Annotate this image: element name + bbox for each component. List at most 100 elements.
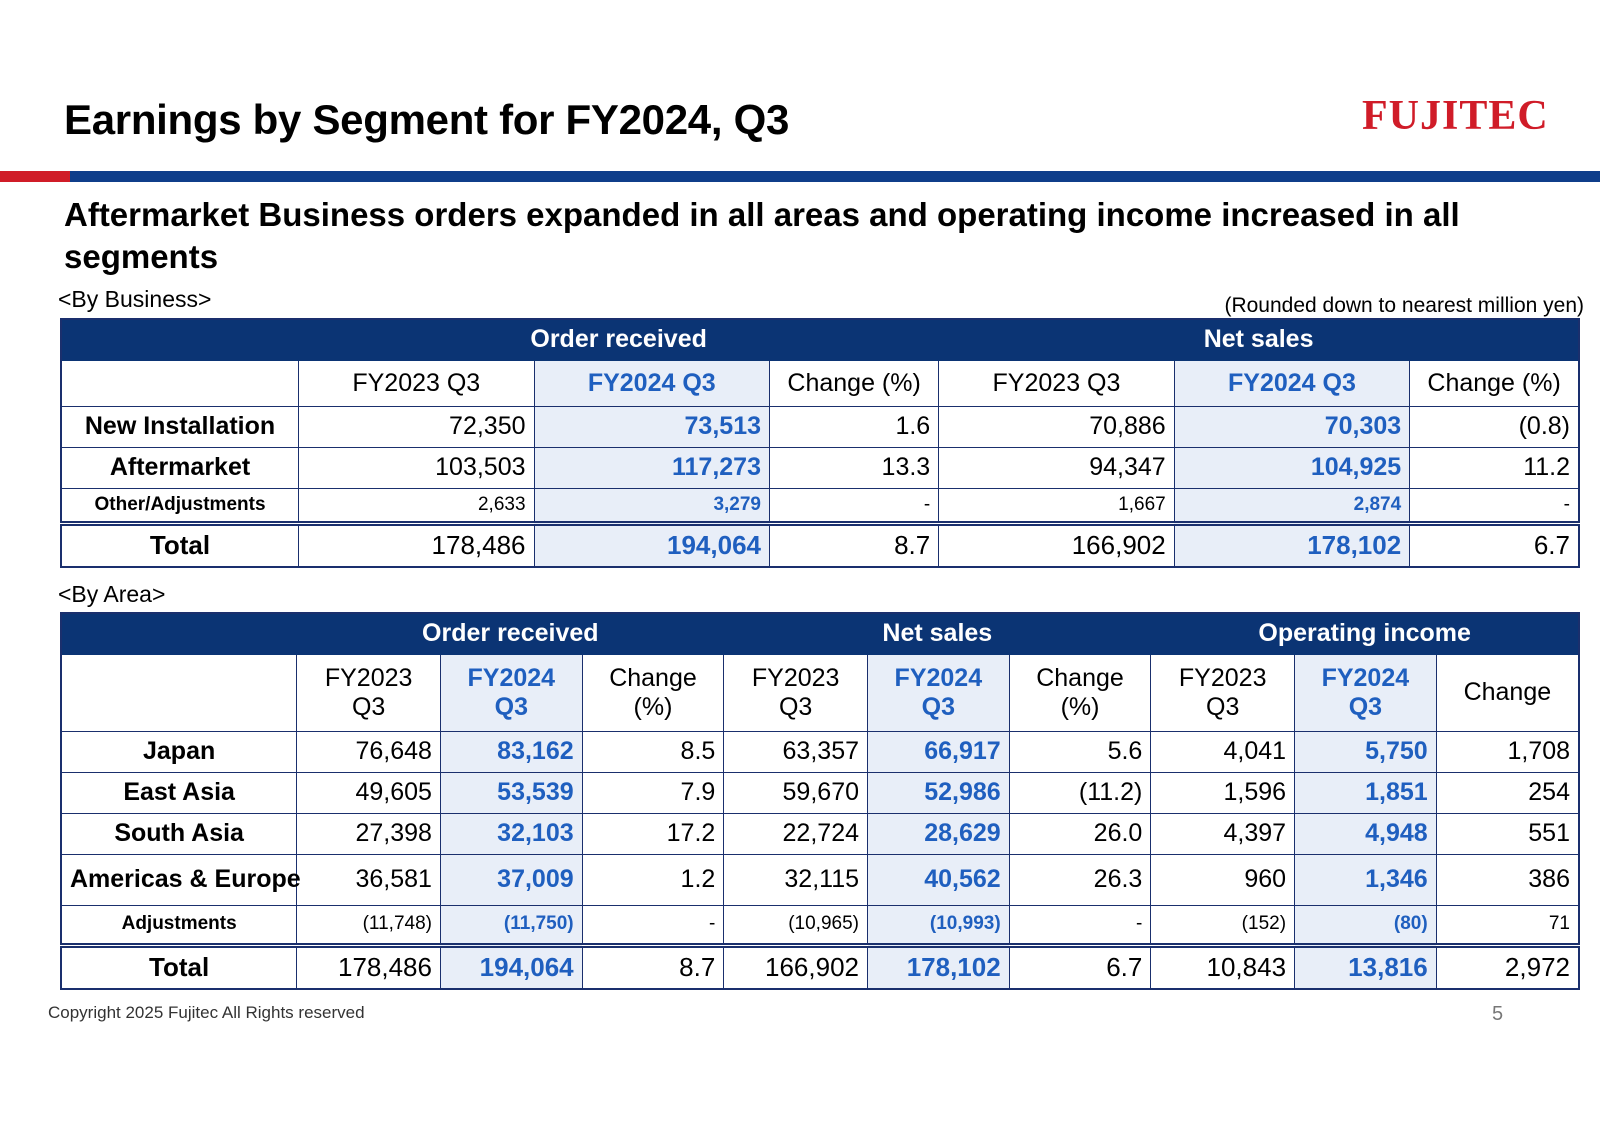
unit-note: (Rounded down to nearest million yen) — [1224, 294, 1584, 317]
area-col-header: FY2024 Q3 — [439, 653, 583, 732]
cell: 17.2 — [581, 812, 725, 855]
col-header-line1: FY2023 — [324, 663, 413, 692]
cell: 386 — [1435, 853, 1580, 906]
col-header-line2: Q3 — [494, 692, 528, 721]
business-section-label: <By Business> — [58, 286, 212, 312]
cell: 2,972 — [1435, 942, 1580, 990]
accent-bar-red — [0, 171, 70, 182]
business-group-order-received: Order received — [298, 318, 940, 361]
cell: 1.2 — [581, 853, 725, 906]
cell: (152) — [1150, 904, 1296, 946]
cell: 6.7 — [1409, 520, 1580, 568]
row-label: Japan — [60, 730, 298, 773]
area-group-header-row: Order received Net sales Operating incom… — [60, 612, 1580, 655]
area-col-header: FY2024 Q3 — [1294, 653, 1437, 732]
cell-highlight: (10,993) — [867, 904, 1010, 946]
cell: 76,648 — [296, 730, 441, 773]
col-header-line2: Q3 — [351, 692, 386, 721]
cell: 8.7 — [581, 942, 725, 990]
cell-highlight: 37,009 — [439, 853, 583, 906]
cell: 10,843 — [1150, 942, 1296, 990]
table-row: South Asia 27,398 32,103 17.2 22,724 28,… — [60, 812, 1580, 855]
table-row: Adjustments (11,748) (11,750) - (10,965)… — [60, 904, 1580, 946]
row-label: East Asia — [60, 771, 298, 814]
cell: 6.7 — [1008, 942, 1152, 990]
col-header-line2: Q3 — [1348, 692, 1383, 721]
cell: (0.8) — [1409, 405, 1580, 448]
cell: 1,708 — [1435, 730, 1580, 773]
business-col-header: FY2023 Q3 — [938, 359, 1175, 407]
area-col-header: FY2024 Q3 — [867, 653, 1010, 732]
table-row: East Asia 49,605 53,539 7.9 59,670 52,98… — [60, 771, 1580, 814]
area-col-header: FY2023 Q3 — [296, 653, 441, 732]
business-col-header: Change (%) — [1409, 359, 1580, 407]
cell: 4,041 — [1150, 730, 1296, 773]
slide-subtitle: Aftermarket Business orders expanded in … — [64, 196, 1460, 275]
table-row: Aftermarket 103,503 117,273 13.3 94,347 … — [60, 446, 1580, 489]
cell-highlight: 117,273 — [533, 446, 771, 489]
cell: 166,902 — [723, 942, 868, 990]
cell: 26.3 — [1008, 853, 1152, 906]
cell: 59,670 — [723, 771, 868, 814]
cell: 7.9 — [581, 771, 725, 814]
cell: 49,605 — [296, 771, 441, 814]
cell-highlight: 13,816 — [1294, 942, 1437, 990]
cell-highlight: 104,925 — [1173, 446, 1411, 489]
col-header-line2: Q3 — [778, 692, 813, 721]
cell: 72,350 — [298, 405, 535, 448]
cell: 1,596 — [1150, 771, 1296, 814]
cell: 103,503 — [298, 446, 535, 489]
business-col-header: FY2023 Q3 — [298, 359, 535, 407]
cell-highlight: 52,986 — [867, 771, 1010, 814]
area-column-header-row: FY2023 Q3 FY2024 Q3 Change (%) FY2023 Q3 FY2… — [60, 653, 1580, 732]
cell: 178,486 — [296, 942, 441, 990]
cell: 960 — [1150, 853, 1296, 906]
business-table: Order received Net sales FY2023 Q3 FY202… — [60, 318, 1580, 568]
col-header-line1: FY2023 — [1178, 663, 1267, 692]
col-header-line1: FY2024 — [1321, 663, 1410, 692]
cell: 254 — [1435, 771, 1580, 814]
area-group-blank — [60, 612, 298, 655]
cell: 2,633 — [298, 487, 535, 524]
business-col-header: Change (%) — [768, 359, 940, 407]
cell: (11,748) — [296, 904, 441, 946]
col-header-line1: FY2024 — [467, 663, 556, 692]
cell-highlight: 83,162 — [439, 730, 583, 773]
area-group-operating-income: Operating income — [1150, 612, 1580, 655]
row-label: Adjustments — [60, 904, 298, 946]
col-header-line2: (%) — [633, 692, 673, 721]
cell: 8.5 — [581, 730, 725, 773]
area-table: Order received Net sales Operating incom… — [60, 612, 1580, 990]
accent-bar-blue — [70, 171, 1600, 182]
cell-highlight: 178,102 — [1173, 520, 1411, 568]
table-row: Japan 76,648 83,162 8.5 63,357 66,917 5.… — [60, 730, 1580, 773]
cell: 13.3 — [768, 446, 940, 489]
col-header-line2: Q3 — [921, 692, 956, 721]
cell-highlight: 66,917 — [867, 730, 1010, 773]
area-group-net-sales: Net sales — [723, 612, 1152, 655]
cell: - — [1008, 904, 1152, 946]
page-number: 5 — [1492, 1003, 1504, 1025]
cell: 27,398 — [296, 812, 441, 855]
area-col-header: FY2023 Q3 — [1150, 653, 1296, 732]
cell: 63,357 — [723, 730, 868, 773]
cell-highlight: 53,539 — [439, 771, 583, 814]
cell: 4,397 — [1150, 812, 1296, 855]
cell-highlight: 73,513 — [533, 405, 771, 448]
cell-highlight: 4,948 — [1294, 812, 1437, 855]
table-row: Other/Adjustments 2,633 3,279 - 1,667 2,… — [60, 487, 1580, 524]
cell: 8.7 — [768, 520, 940, 568]
business-col-header: FY2024 Q3 — [1173, 359, 1411, 407]
cell: 166,902 — [938, 520, 1175, 568]
cell: 71 — [1435, 904, 1580, 946]
table-row: Americas & Europe 36,581 37,009 1.2 32,1… — [60, 853, 1580, 906]
cell: 36,581 — [296, 853, 441, 906]
area-col-blank — [60, 653, 298, 732]
business-group-net-sales: Net sales — [938, 318, 1580, 361]
business-group-header-row: Order received Net sales — [60, 318, 1580, 361]
cell: 551 — [1435, 812, 1580, 855]
cell: 178,486 — [298, 520, 535, 568]
business-col-blank — [60, 359, 300, 407]
cell-highlight: 32,103 — [439, 812, 583, 855]
cell: - — [768, 487, 940, 524]
